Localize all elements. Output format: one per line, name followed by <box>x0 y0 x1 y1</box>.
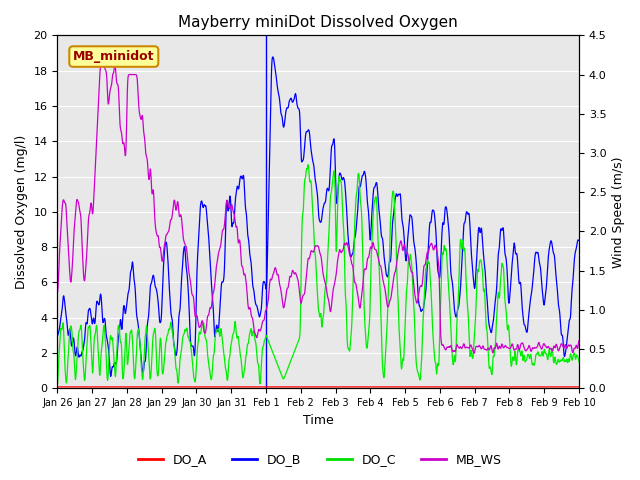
Y-axis label: Wind Speed (m/s): Wind Speed (m/s) <box>612 156 625 267</box>
Y-axis label: Dissolved Oxygen (mg/l): Dissolved Oxygen (mg/l) <box>15 135 28 289</box>
X-axis label: Time: Time <box>303 414 333 427</box>
Legend: DO_A, DO_B, DO_C, MB_WS: DO_A, DO_B, DO_C, MB_WS <box>133 448 507 471</box>
Text: MB_minidot: MB_minidot <box>73 50 154 63</box>
Title: Mayberry miniDot Dissolved Oxygen: Mayberry miniDot Dissolved Oxygen <box>179 15 458 30</box>
